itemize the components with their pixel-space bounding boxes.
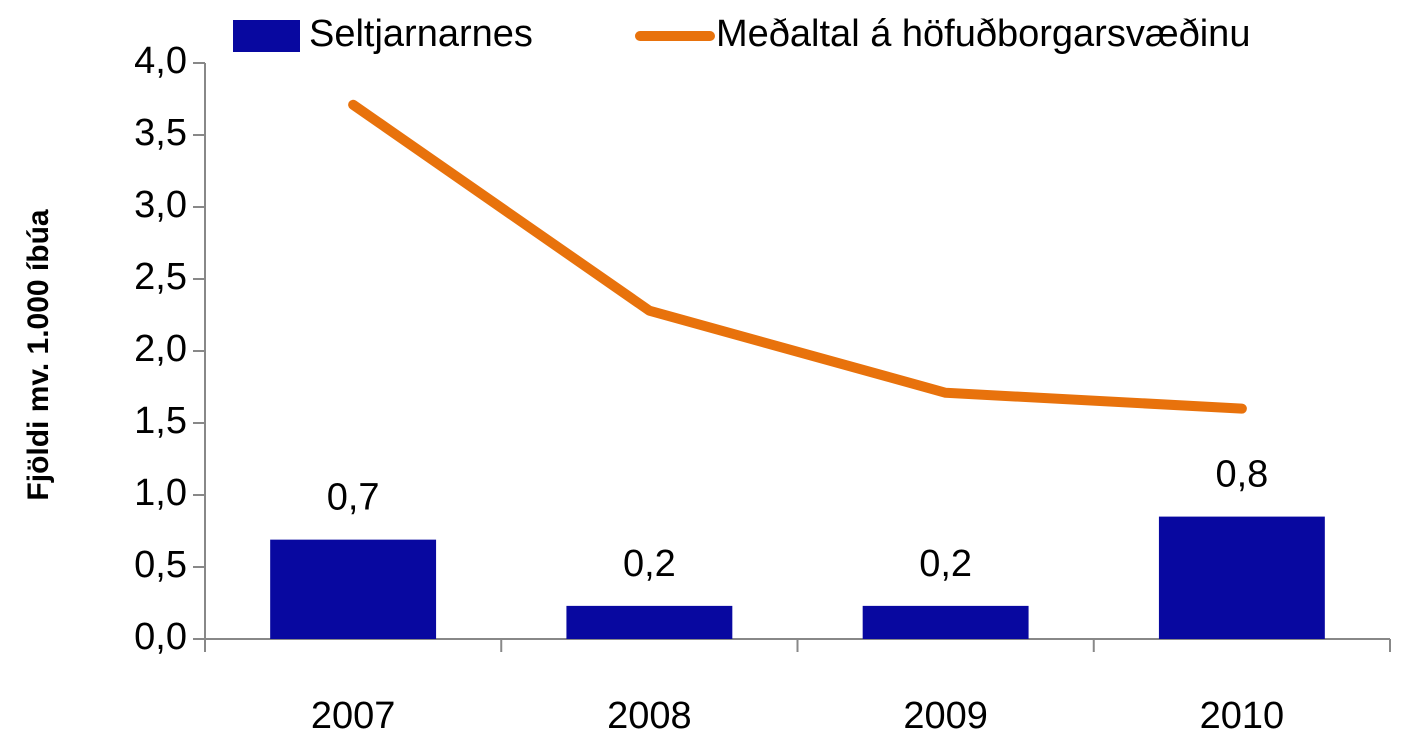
x-tick-label: 2010 bbox=[1200, 695, 1285, 737]
y-tick-label: 0,5 bbox=[134, 544, 187, 586]
y-tick-label: 2,0 bbox=[134, 328, 187, 370]
data-label: 0,2 bbox=[919, 543, 972, 585]
bar bbox=[862, 605, 1029, 639]
data-label: 0,8 bbox=[1215, 454, 1268, 496]
y-tick-label: 1,0 bbox=[134, 472, 187, 514]
y-tick-label: 4,0 bbox=[134, 40, 187, 82]
bar bbox=[566, 605, 733, 639]
y-tick-label: 3,5 bbox=[134, 112, 187, 154]
legend-label: Meðaltal á höfuðborgarsvæðinu bbox=[716, 13, 1250, 55]
legend-label: Seltjarnarnes bbox=[309, 13, 533, 55]
x-tick-label: 2007 bbox=[311, 695, 396, 737]
y-tick-label: 3,0 bbox=[134, 184, 187, 226]
y-tick-label: 0,0 bbox=[134, 616, 187, 658]
bar bbox=[270, 539, 437, 639]
line bbox=[348, 99, 1247, 414]
x-tick-label: 2009 bbox=[903, 695, 988, 737]
data-label: 0,7 bbox=[327, 477, 380, 519]
legend-swatch bbox=[233, 20, 300, 52]
y-tick-label: 2,5 bbox=[134, 256, 187, 298]
x-tick-label: 2008 bbox=[607, 695, 692, 737]
bar bbox=[1158, 516, 1325, 639]
data-label: 0,2 bbox=[623, 543, 676, 585]
y-tick-label: 1,5 bbox=[134, 400, 187, 442]
y-axis-label: Fjöldi mv. 1.000 íbúa bbox=[22, 209, 55, 501]
